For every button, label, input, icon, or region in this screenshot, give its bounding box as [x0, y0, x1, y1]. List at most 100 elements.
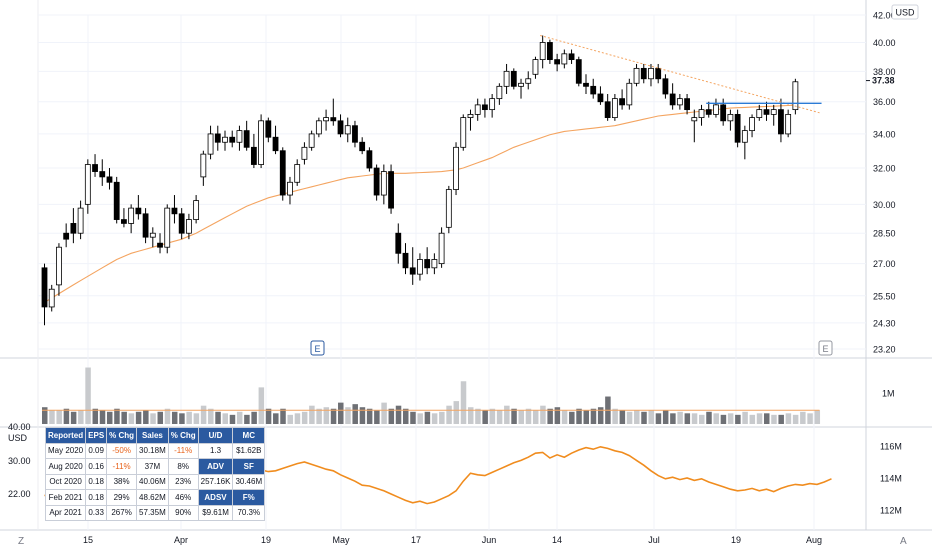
volume-bar[interactable] — [424, 411, 431, 424]
volume-bar[interactable] — [244, 414, 250, 424]
candle-down[interactable] — [121, 208, 127, 228]
volume-bar[interactable] — [143, 410, 149, 424]
candle-up[interactable] — [417, 253, 423, 281]
volume-bar[interactable] — [92, 408, 99, 424]
candle-up[interactable] — [676, 93, 683, 110]
volume-bar[interactable] — [612, 408, 618, 424]
volume-bar[interactable] — [532, 410, 539, 424]
candle-down[interactable] — [279, 147, 286, 201]
volume-bar[interactable] — [496, 410, 503, 424]
trend-line[interactable] — [540, 34, 820, 114]
volume-bar[interactable] — [316, 408, 322, 424]
candle-up[interactable] — [323, 109, 329, 131]
candle-down[interactable] — [265, 117, 272, 143]
candle-up[interactable] — [532, 56, 539, 79]
volume-bar[interactable] — [576, 408, 582, 424]
volume-bar[interactable] — [807, 413, 813, 424]
volume-bar[interactable] — [778, 414, 784, 424]
candle-down[interactable] — [171, 195, 178, 224]
candle-up[interactable] — [380, 164, 387, 205]
earnings-marker-future[interactable]: E — [818, 340, 833, 356]
candle-down[interactable] — [63, 223, 70, 248]
volume-bar[interactable] — [756, 413, 763, 424]
volume-bar[interactable] — [785, 413, 792, 424]
candle-down[interactable] — [157, 233, 163, 254]
candle-down[interactable] — [669, 83, 676, 110]
volume-bar[interactable] — [157, 411, 164, 424]
volume-bar[interactable] — [482, 410, 488, 424]
candle-down[interactable] — [597, 86, 604, 105]
candle-up[interactable] — [474, 98, 481, 121]
candle-down[interactable] — [655, 63, 662, 84]
volume-bar[interactable] — [359, 407, 366, 424]
volume-bar[interactable] — [410, 411, 416, 424]
volume-bar[interactable] — [764, 413, 770, 424]
candle-down[interactable] — [424, 247, 431, 275]
volume-bar[interactable] — [135, 411, 142, 424]
volume-bar[interactable] — [287, 414, 293, 424]
candle-down[interactable] — [352, 120, 358, 148]
volume-bar[interactable] — [164, 408, 171, 424]
volume-bar[interactable] — [453, 401, 460, 424]
volume-bar[interactable] — [301, 411, 308, 424]
candle-up[interactable] — [785, 109, 792, 138]
volume-bar[interactable] — [655, 413, 662, 424]
volume-bar[interactable] — [489, 408, 496, 424]
volume-bar[interactable] — [128, 413, 135, 424]
volume-bar[interactable] — [742, 411, 748, 424]
candle-up[interactable] — [561, 49, 568, 69]
candle-up[interactable] — [691, 109, 698, 143]
volume-bar[interactable] — [186, 411, 192, 424]
candle-down[interactable] — [388, 164, 394, 214]
volume-bar[interactable] — [554, 407, 561, 424]
candle-down[interactable] — [41, 263, 48, 326]
candle-up[interactable] — [301, 142, 308, 165]
candle-up[interactable] — [344, 117, 351, 143]
candle-down[interactable] — [106, 168, 113, 190]
volume-bar[interactable] — [366, 408, 373, 424]
candle-down[interactable] — [482, 98, 488, 118]
volume-bar[interactable] — [597, 407, 604, 424]
volume-bar[interactable] — [619, 410, 626, 424]
volume-bar[interactable] — [280, 408, 286, 424]
volume-bar[interactable] — [540, 405, 546, 424]
candle-down[interactable] — [330, 98, 337, 126]
candle-up[interactable] — [185, 213, 192, 240]
candles-layer[interactable] — [41, 35, 799, 326]
volume-bar[interactable] — [352, 404, 358, 424]
candle-up[interactable] — [503, 63, 510, 94]
volume-bar[interactable] — [569, 411, 575, 424]
volume-bar[interactable] — [78, 410, 84, 424]
volume-bar[interactable] — [338, 402, 344, 424]
candle-down[interactable] — [373, 164, 380, 201]
volume-bar[interactable] — [511, 408, 517, 424]
volume-bar[interactable] — [475, 408, 481, 424]
volume-bar[interactable] — [395, 405, 402, 424]
candle-up[interactable] — [518, 78, 524, 99]
volume-bar[interactable] — [561, 410, 568, 424]
candle-up[interactable] — [84, 159, 91, 214]
candle-up[interactable] — [236, 125, 243, 151]
volume-bar[interactable] — [251, 411, 257, 424]
volume-bar[interactable] — [417, 413, 423, 424]
volume-bar[interactable] — [208, 408, 214, 424]
volume-bar[interactable] — [193, 413, 200, 424]
volume-bar[interactable] — [114, 408, 120, 424]
candle-up[interactable] — [698, 104, 705, 126]
volume-bar[interactable] — [677, 411, 683, 424]
volume-bar[interactable] — [381, 402, 387, 424]
volume-bar[interactable] — [56, 410, 62, 424]
volume-bar[interactable] — [388, 408, 395, 424]
volume-bar[interactable] — [699, 414, 705, 424]
volume-bar[interactable] — [525, 408, 532, 424]
volume-bar[interactable] — [583, 410, 590, 424]
candle-up[interactable] — [56, 243, 62, 296]
volume-bar[interactable] — [634, 410, 640, 424]
volume-bar[interactable] — [691, 413, 698, 424]
candle-down[interactable] — [135, 195, 142, 220]
volume-bar[interactable] — [70, 411, 77, 424]
candle-down[interactable] — [113, 176, 120, 224]
volume-bar[interactable] — [662, 410, 669, 424]
candle-up[interactable] — [294, 159, 301, 186]
candle-down[interactable] — [366, 147, 373, 172]
